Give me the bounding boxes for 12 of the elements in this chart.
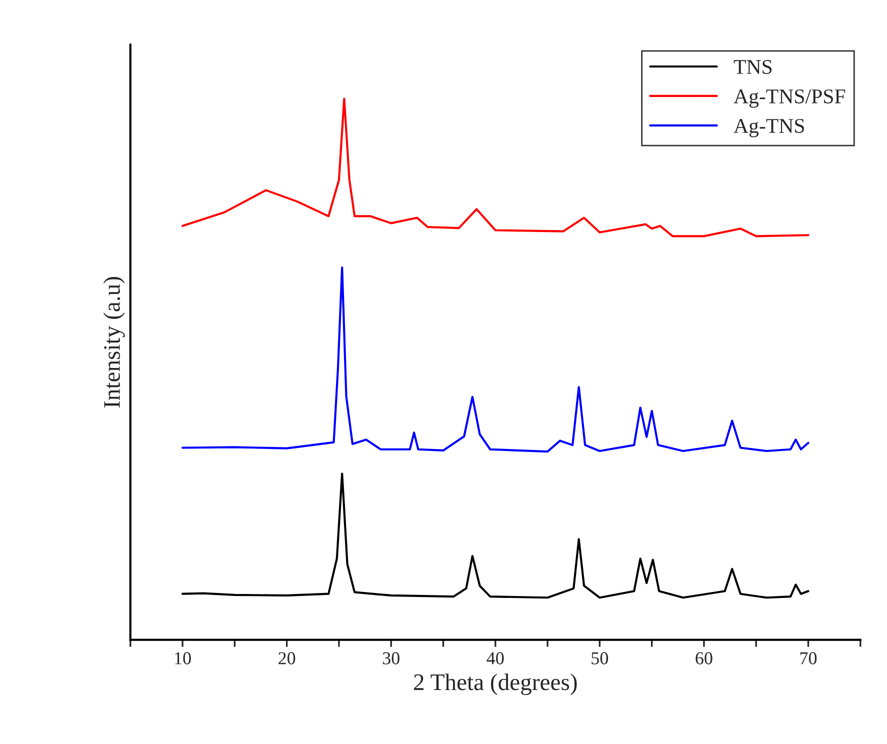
x-tick-label: 20 bbox=[278, 652, 296, 664]
x-tick-label: 50 bbox=[592, 652, 608, 664]
x-tick-label: 40 bbox=[486, 652, 504, 664]
x-tick-label: 60 bbox=[696, 652, 712, 664]
legend-label: Ag-TNS/PSF bbox=[734, 89, 846, 108]
legend-label: Ag-TNS bbox=[734, 118, 804, 138]
x-axis-title: 2 Theta (degrees) bbox=[414, 674, 577, 696]
y-axis-title: Intensity (a.u) bbox=[103, 277, 125, 408]
x-tick-label: 10 bbox=[175, 652, 191, 664]
x-tick-label: 70 bbox=[800, 652, 817, 664]
legend-label: TNS bbox=[734, 60, 772, 74]
x-tick-label: 30 bbox=[382, 652, 400, 664]
